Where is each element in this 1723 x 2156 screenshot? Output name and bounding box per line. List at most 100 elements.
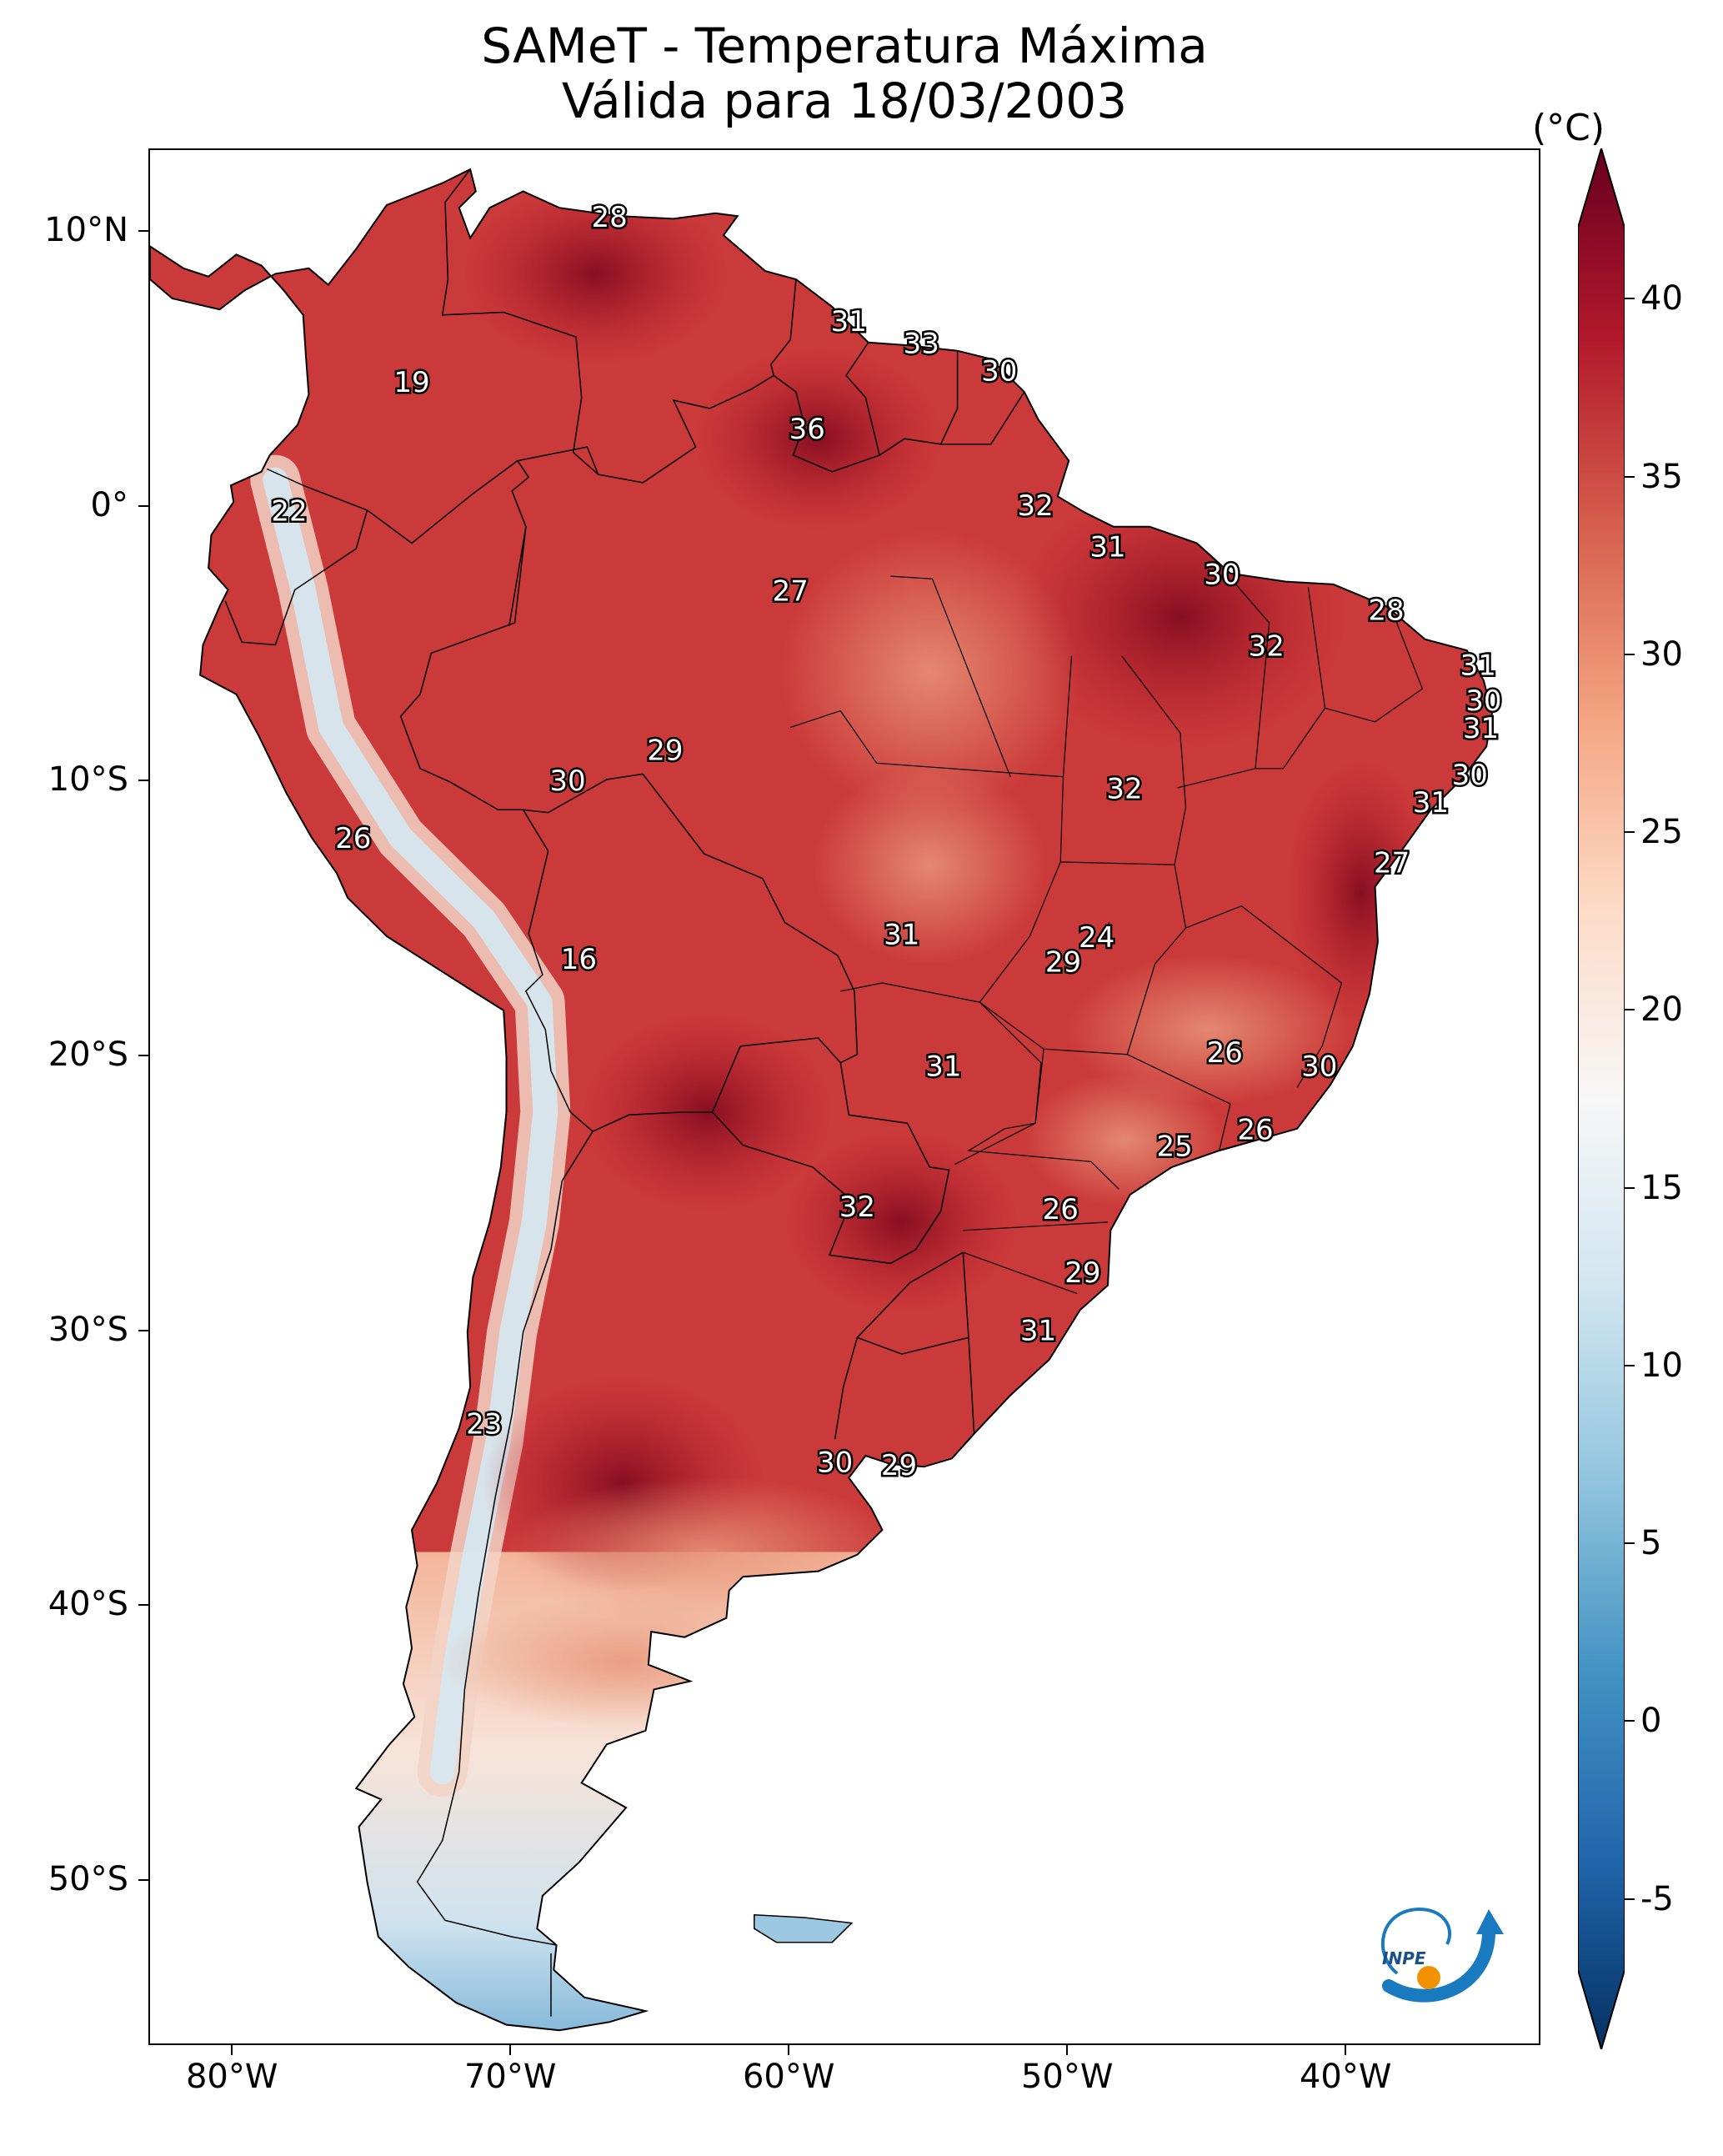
border-8 — [224, 509, 368, 646]
station-label: 30 — [1301, 1050, 1337, 1084]
lat-tick-label: 50°S — [48, 1860, 128, 1899]
station-label: 29 — [881, 1449, 917, 1482]
border-16 — [968, 1337, 975, 1434]
state-line-6 — [1325, 617, 1424, 723]
colorbar-unit: (°C) — [1532, 107, 1605, 149]
state-line-8 — [840, 982, 1042, 1166]
lat-tick-mark — [138, 1055, 148, 1057]
lat-tick-label: 10°S — [48, 760, 128, 800]
station-label: 36 — [789, 413, 825, 446]
lat-tick-mark — [138, 780, 148, 782]
lon-tick-mark — [231, 2045, 233, 2055]
lat-tick-mark — [138, 1604, 148, 1607]
station-label: 26 — [1043, 1193, 1079, 1226]
warm-patch-5 — [439, 1595, 807, 1729]
map-panel[interactable]: 28 31 33 30 19 36 22 32 31 30 27 28 32 31 30 31 29 30 30 32… — [148, 148, 1540, 2045]
colorbar-tick-mark — [1625, 653, 1635, 655]
border-17 — [416, 1131, 594, 1946]
station-label: 29 — [1045, 945, 1081, 979]
state-line-5 — [1255, 587, 1326, 770]
station-label: 30 — [1465, 684, 1501, 718]
station-label: 23 — [466, 1407, 502, 1441]
warm-patch-1 — [813, 765, 1047, 965]
title-line-2: Válida para 18/03/2003 — [561, 73, 1128, 129]
station-label: 31 — [1089, 531, 1125, 564]
station-label: 32 — [1249, 629, 1285, 663]
lon-tick-mark — [1066, 2045, 1069, 2055]
border-4 — [940, 391, 1025, 445]
station-label: 30 — [549, 765, 585, 798]
lat-tick-label: 40°S — [48, 1585, 128, 1624]
warm-patch-0 — [779, 530, 1080, 815]
colorbar-tick-mark — [1625, 1542, 1635, 1545]
border-12 — [592, 1111, 942, 1265]
station-label: 31 — [1460, 649, 1496, 682]
station-label: 32 — [1106, 773, 1142, 806]
lat-tick-label: 20°S — [48, 1035, 128, 1075]
colorbar-tick-label: 30 — [1640, 634, 1683, 674]
lat-tick-label: 10°N — [44, 210, 128, 249]
station-label: 25 — [1156, 1130, 1192, 1163]
state-line-3 — [1121, 655, 1187, 865]
lat-tick-label: 0° — [90, 485, 128, 524]
lon-tick-label: 50°W — [1020, 2058, 1114, 2096]
coastline — [150, 168, 1493, 2032]
state-line-2 — [1059, 655, 1175, 865]
colorbar-tick-label: 35 — [1640, 457, 1683, 496]
station-label: 28 — [591, 201, 627, 234]
station-label: 32 — [839, 1191, 875, 1224]
colorbar-tick-label: 10 — [1640, 1346, 1683, 1385]
colorbar — [1578, 148, 1625, 2049]
state-line-0 — [790, 709, 1064, 778]
state-line-10 — [1185, 905, 1343, 1088]
state-line-9 — [1127, 1054, 1231, 1151]
station-label: 26 — [335, 822, 371, 855]
border-1 — [598, 278, 797, 484]
station-label: 22 — [271, 495, 307, 529]
station-label: 26 — [1237, 1114, 1273, 1147]
lat-tick-mark — [138, 504, 148, 507]
colorbar-tick-mark — [1625, 1720, 1635, 1722]
state-line-4 — [1177, 584, 1270, 789]
station-label: 29 — [647, 735, 683, 768]
border-10 — [642, 773, 859, 1064]
border-2 — [773, 342, 880, 473]
lon-tick-mark — [1345, 2045, 1347, 2055]
lon-tick-mark — [509, 2045, 512, 2055]
andes-band-inner — [263, 467, 558, 1785]
inpe-logo: INPE — [1380, 1907, 1504, 2003]
border-13 — [712, 1037, 950, 1211]
station-label: 31 — [1020, 1314, 1056, 1347]
border-6 — [508, 526, 527, 626]
logo-swoosh — [1382, 1925, 1495, 2003]
colorbar-tick-label: 15 — [1640, 1168, 1683, 1207]
logo-arrow — [1476, 1909, 1504, 1934]
title-line-1: SAMeT - Temperatura Máxima — [481, 18, 1208, 74]
station-label: 27 — [1374, 847, 1410, 880]
station-label: 31 — [1413, 786, 1449, 820]
lon-tick-label: 80°W — [185, 2058, 278, 2096]
colorbar-tick-mark — [1625, 475, 1635, 478]
lat-tick-mark — [138, 1329, 148, 1331]
station-label: 19 — [393, 366, 429, 399]
station-label: 16 — [561, 943, 597, 976]
falkland-islands — [754, 1913, 854, 1943]
station-label: 30 — [817, 1447, 853, 1480]
station-label: 30 — [1204, 559, 1240, 592]
colorbar-tick-label: 40 — [1640, 279, 1683, 318]
station-label: 30 — [981, 355, 1017, 389]
colorbar-tick-label: 20 — [1640, 990, 1683, 1030]
lat-tick-mark — [138, 229, 148, 232]
border-11 — [524, 850, 594, 1132]
warm-patch-3 — [1024, 1072, 1225, 1206]
colorbar-tick-mark — [1625, 831, 1635, 834]
station-label: 26 — [1207, 1036, 1243, 1070]
station-label: 30 — [1452, 759, 1488, 792]
border-0 — [441, 168, 599, 475]
state-line-12 — [963, 1221, 1109, 1231]
lon-tick-mark — [788, 2045, 790, 2055]
map-title: SAMeT - Temperatura Máxima Válida para 1… — [148, 18, 1540, 128]
colorbar-tick-mark — [1625, 1009, 1635, 1011]
